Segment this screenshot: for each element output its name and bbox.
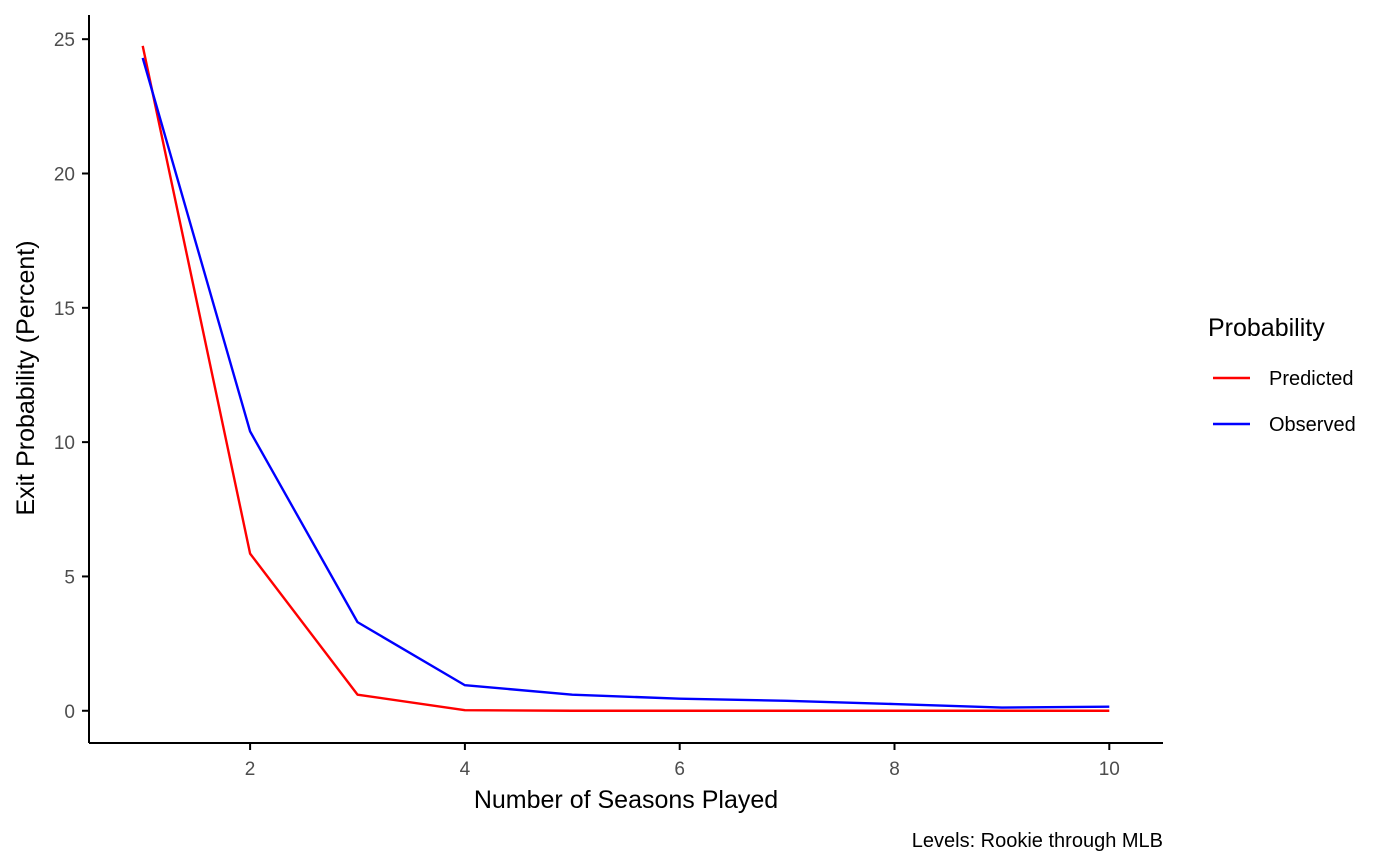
chart-caption: Levels: Rookie through MLB [912,830,1163,852]
legend-label-observed: Observed [1269,414,1356,436]
legend-items: Predicted Observed [1213,368,1356,436]
x-axis-ticks: 2 4 6 8 10 [245,743,1120,780]
x-tick-label: 6 [674,759,685,780]
x-axis-title: Number of Seasons Played [474,786,778,814]
y-tick-label: 15 [54,299,75,320]
series-line-observed [141,57,1110,709]
y-tick-label: 25 [54,30,75,51]
y-tick-label: 0 [64,702,75,723]
x-tick-label: 4 [460,759,471,780]
series-line-predicted [141,45,1110,712]
y-axis-title: Exit Probability (Percent) [12,240,40,515]
legend-title: Probability [1208,314,1325,342]
x-tick-label: 8 [889,759,900,780]
legend-label-predicted: Predicted [1269,368,1354,390]
y-axis-ticks: 0 5 10 15 20 25 [54,30,89,723]
legend: Probability Predicted Observed [1208,314,1356,436]
y-tick-label: 10 [54,433,75,454]
y-tick-label: 5 [64,567,75,588]
x-tick-label: 2 [245,759,256,780]
x-tick-label: 10 [1099,759,1120,780]
series-layer [141,45,1110,712]
y-tick-label: 20 [54,164,75,185]
